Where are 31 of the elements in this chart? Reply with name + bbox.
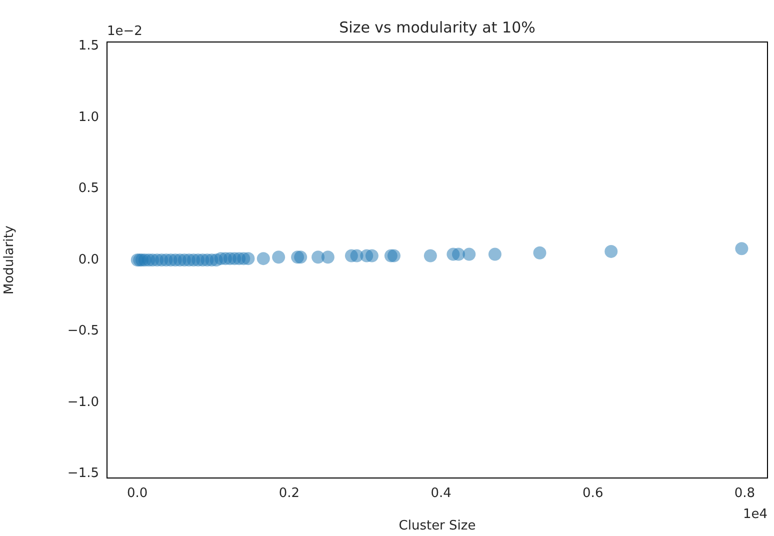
x-axis-title: Cluster Size [398, 518, 476, 534]
point [365, 249, 378, 262]
y-tick-label: −0.5 [67, 324, 99, 339]
point [256, 252, 270, 266]
point [488, 248, 502, 261]
point [604, 244, 618, 258]
point [272, 250, 286, 264]
point [242, 252, 255, 266]
y-tick-label: 1.5 [78, 38, 99, 54]
y-tick-label: 0.5 [78, 181, 99, 196]
point [387, 249, 400, 262]
point [424, 249, 437, 262]
x-tick-label: 0.0 [127, 486, 148, 502]
y-axis-title: Modularity [2, 225, 18, 294]
point [321, 250, 334, 264]
text: 1e−2 [107, 24, 142, 39]
x-tick-label: 0.6 [582, 486, 604, 502]
y-tick-label: −1.5 [67, 466, 99, 482]
point [452, 248, 466, 261]
point [735, 242, 748, 256]
y-tick-label: −1.0 [67, 394, 99, 410]
y-tick-label: 1.0 [78, 110, 99, 125]
point [533, 246, 546, 260]
chart-title: Size vs modularity at 10% [339, 18, 536, 36]
point [462, 248, 476, 261]
x-tick-label: 0.4 [430, 486, 452, 502]
y-tick-label: 0.0 [78, 252, 99, 268]
text: 1e4 [742, 506, 768, 522]
point [294, 250, 308, 264]
x-tick-label: 0.8 [734, 486, 756, 502]
x-tick-label: 0.2 [278, 486, 300, 502]
